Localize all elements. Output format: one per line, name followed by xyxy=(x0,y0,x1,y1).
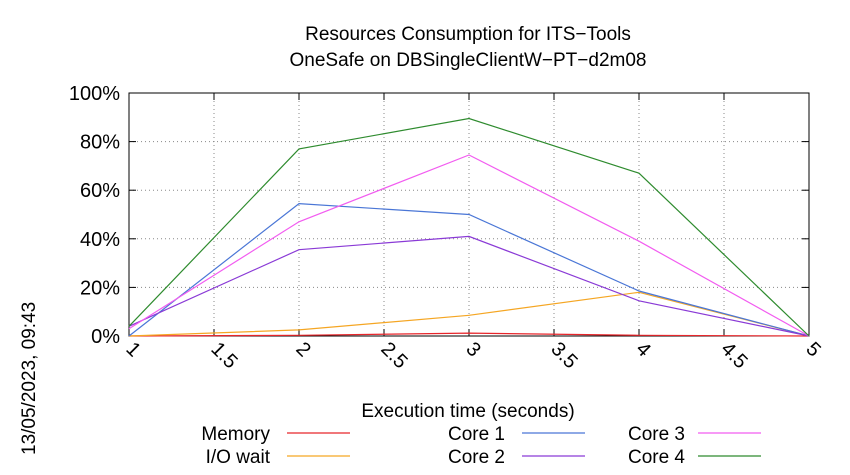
x-tick-label: 2 xyxy=(291,338,314,361)
series-line-core-4 xyxy=(128,117,810,337)
series-line-core-3 xyxy=(128,154,810,337)
x-tick-label: 2.5 xyxy=(376,338,411,373)
x-tick-label: 3 xyxy=(461,338,484,361)
x-tick-label: 4.5 xyxy=(716,338,751,373)
x-tick-label: 5 xyxy=(801,338,824,361)
x-tick-label: 4 xyxy=(631,338,654,361)
y-tick-label: 0% xyxy=(91,326,120,348)
y-axis-ticks: 0% 20% 40% 60% 80% 100% xyxy=(69,83,809,348)
y-tick-label: 40% xyxy=(80,229,120,251)
y-tick-label: 20% xyxy=(80,277,120,299)
x-tick-label: 1 xyxy=(121,338,144,361)
x-axis-label: Execution time (seconds) xyxy=(361,401,574,422)
x-axis-ticks: 1 1.5 2 2.5 3 3.5 4 4.5 5 xyxy=(121,93,825,373)
legend-label: Core 4 xyxy=(628,447,685,468)
series-line-memory xyxy=(128,332,810,337)
series-line-core-2 xyxy=(128,235,810,337)
y-tick-label: 100% xyxy=(69,83,120,105)
y-tick-label: 60% xyxy=(80,180,120,202)
legend-label: Core 2 xyxy=(448,447,505,468)
chart-title-line-2: OneSafe on DBSingleClientW−PT−d2m08 xyxy=(290,50,647,71)
legend-label: Core 3 xyxy=(628,424,685,445)
timestamp-label: 13/05/2023, 09:43 xyxy=(19,302,40,455)
y-tick-label: 80% xyxy=(80,132,120,154)
x-tick-label: 3.5 xyxy=(546,338,581,373)
series-lines xyxy=(128,117,810,337)
legend-label: Core 1 xyxy=(448,424,505,445)
legend-label: I/O wait xyxy=(206,447,271,468)
series-line-i-o-wait xyxy=(128,291,810,337)
legend-label: Memory xyxy=(201,424,270,445)
chart-title-line-1: Resources Consumption for ITS−Tools xyxy=(305,24,631,45)
x-tick-label: 1.5 xyxy=(206,338,241,373)
series-line-core-1 xyxy=(128,202,810,337)
